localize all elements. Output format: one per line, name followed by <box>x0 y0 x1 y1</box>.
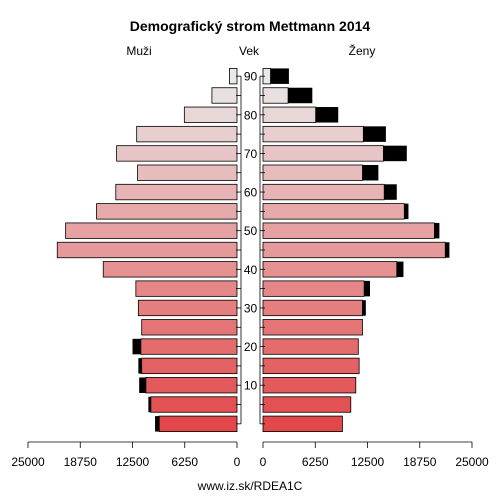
male-bar <box>229 68 238 85</box>
male-bar <box>141 319 238 336</box>
male-excess-bar <box>139 377 146 393</box>
age-tick-label: 90 <box>244 70 258 84</box>
female-excess-bar <box>270 68 289 84</box>
male-excess-bar <box>138 358 142 374</box>
female-bar <box>262 125 364 143</box>
female-excess-bar <box>288 87 313 104</box>
male-bar <box>140 338 238 355</box>
x-tick-label-left: 0 <box>234 455 241 469</box>
axes-layer: 25000 18750 12500 6250 0 0 6250 12500 18750 25000… <box>11 70 489 469</box>
male-bar <box>135 280 238 297</box>
x-tick-label-left: 25000 <box>11 455 45 469</box>
x-tick-label-right: 25000 <box>455 455 489 469</box>
male-bar <box>158 415 238 432</box>
age-tick-label: 20 <box>244 340 258 354</box>
source-label: www.iz.sk/RDEA1C <box>197 479 303 493</box>
female-bar <box>262 241 446 259</box>
left-label: Muži <box>126 44 151 58</box>
right-label: Ženy <box>349 43 376 58</box>
male-bar <box>56 241 238 259</box>
age-tick-label: 10 <box>244 379 258 393</box>
center-label: Vek <box>239 44 260 58</box>
female-excess-bar <box>383 145 407 162</box>
female-bar <box>262 415 343 432</box>
male-bar <box>65 222 238 239</box>
female-bar <box>262 183 385 201</box>
female-bar <box>262 280 365 297</box>
age-tick-label: 30 <box>244 301 258 315</box>
x-tick-label-right: 6250 <box>302 455 329 469</box>
x-tick-label-left: 6250 <box>171 455 198 469</box>
male-bar <box>136 125 238 143</box>
age-tick-label: 40 <box>244 263 258 277</box>
female-bar <box>262 222 435 239</box>
female-bar <box>262 319 363 336</box>
bars-layer <box>56 68 450 432</box>
female-bar <box>262 377 357 394</box>
age-tick-label: 80 <box>244 108 258 122</box>
female-excess-bar <box>404 203 409 220</box>
female-bar <box>262 396 352 413</box>
female-excess-bar <box>363 126 386 142</box>
x-tick-label-right: 18750 <box>403 455 437 469</box>
female-bar <box>262 299 363 317</box>
male-bar <box>141 357 238 375</box>
male-excess-bar <box>155 416 160 432</box>
male-bar <box>102 261 238 278</box>
male-bar <box>115 183 238 201</box>
female-excess-bar <box>362 164 379 181</box>
x-tick-label-left: 18750 <box>64 455 98 469</box>
male-bar <box>211 87 238 104</box>
male-excess-bar <box>148 396 151 413</box>
female-bar <box>262 145 384 162</box>
male-bar <box>150 396 238 413</box>
female-bar <box>262 203 405 220</box>
female-bar <box>262 106 317 123</box>
male-bar <box>137 299 238 317</box>
female-excess-bar <box>445 242 450 258</box>
male-bar <box>116 145 238 162</box>
age-tick-label: 50 <box>244 224 258 238</box>
female-bar <box>262 164 363 181</box>
x-tick-label-left: 12500 <box>116 455 150 469</box>
age-tick-label: 60 <box>244 186 258 200</box>
female-bar <box>262 261 398 278</box>
male-excess-bar <box>132 338 141 355</box>
x-tick-label-right: 12500 <box>351 455 385 469</box>
female-excess-bar <box>315 107 339 123</box>
female-excess-bar <box>364 280 371 297</box>
x-tick-label-right: 0 <box>260 455 267 469</box>
male-bar <box>96 203 238 220</box>
female-excess-bar <box>384 184 397 200</box>
male-bar <box>183 106 238 123</box>
female-bar <box>262 338 359 355</box>
chart-title: Demografický strom Mettmann 2014 <box>130 18 371 34</box>
female-excess-bar <box>396 261 404 278</box>
female-bar <box>262 357 360 375</box>
female-bar <box>262 87 289 104</box>
male-bar <box>145 377 238 394</box>
male-bar <box>137 164 238 181</box>
age-tick-label: 70 <box>244 147 258 161</box>
female-excess-bar <box>362 300 366 316</box>
female-excess-bar <box>434 222 440 239</box>
